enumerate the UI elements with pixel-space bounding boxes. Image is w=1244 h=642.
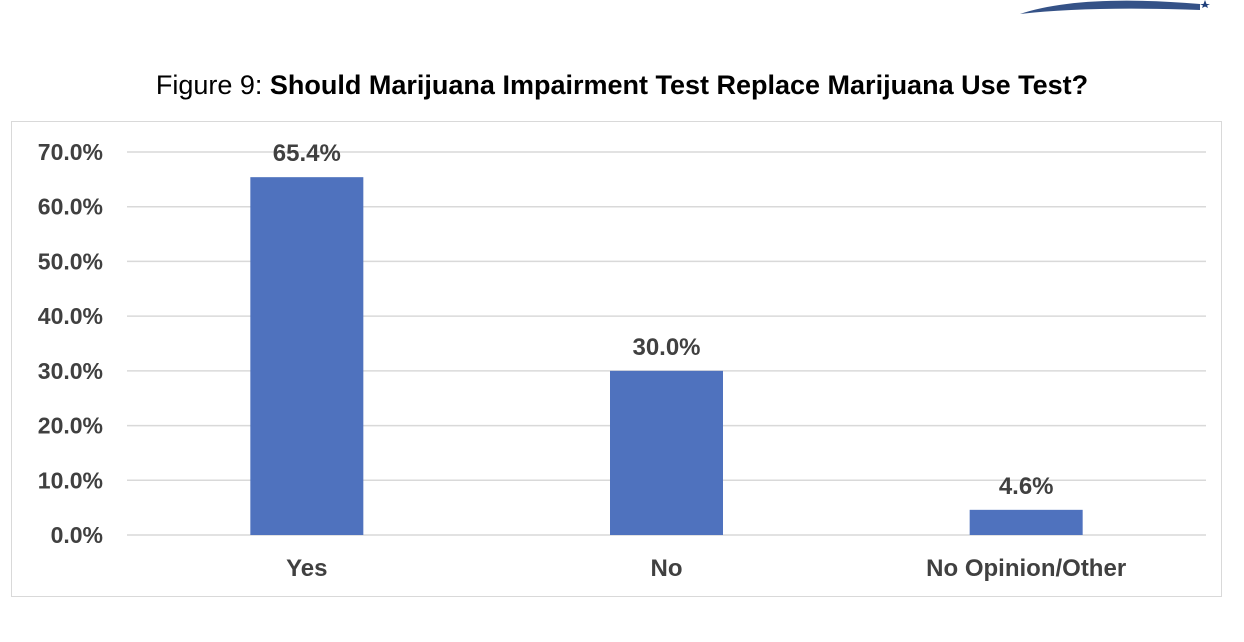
x-category-label: No	[651, 555, 683, 582]
bar	[610, 370, 723, 535]
y-tick-label: 10.0%	[38, 467, 103, 493]
y-tick-label: 20.0%	[38, 413, 103, 439]
bar	[250, 177, 364, 535]
x-category-label: Yes	[286, 555, 327, 582]
data-label: 65.4%	[273, 140, 341, 167]
y-tick-label: 50.0%	[38, 248, 103, 274]
y-tick-label: 40.0%	[38, 303, 103, 329]
data-label: 30.0%	[632, 334, 700, 361]
chart-title-prefix: Figure 9:	[155, 70, 270, 100]
y-tick-label: 0.0%	[51, 522, 103, 548]
y-tick-label: 70.0%	[38, 139, 103, 165]
bar	[969, 509, 1083, 535]
data-label: 4.6%	[999, 473, 1054, 500]
x-category-label: No Opinion/Other	[926, 555, 1126, 582]
chart-title: Figure 9: Should Marijuana Impairment Te…	[0, 70, 1244, 101]
y-tick-label: 60.0%	[38, 194, 103, 220]
logo-fragment	[1020, 0, 1210, 14]
chart-title-main: Should Marijuana Impairment Test Replace…	[269, 70, 1089, 100]
chart-frame	[11, 121, 1222, 597]
y-tick-label: 30.0%	[38, 358, 103, 384]
